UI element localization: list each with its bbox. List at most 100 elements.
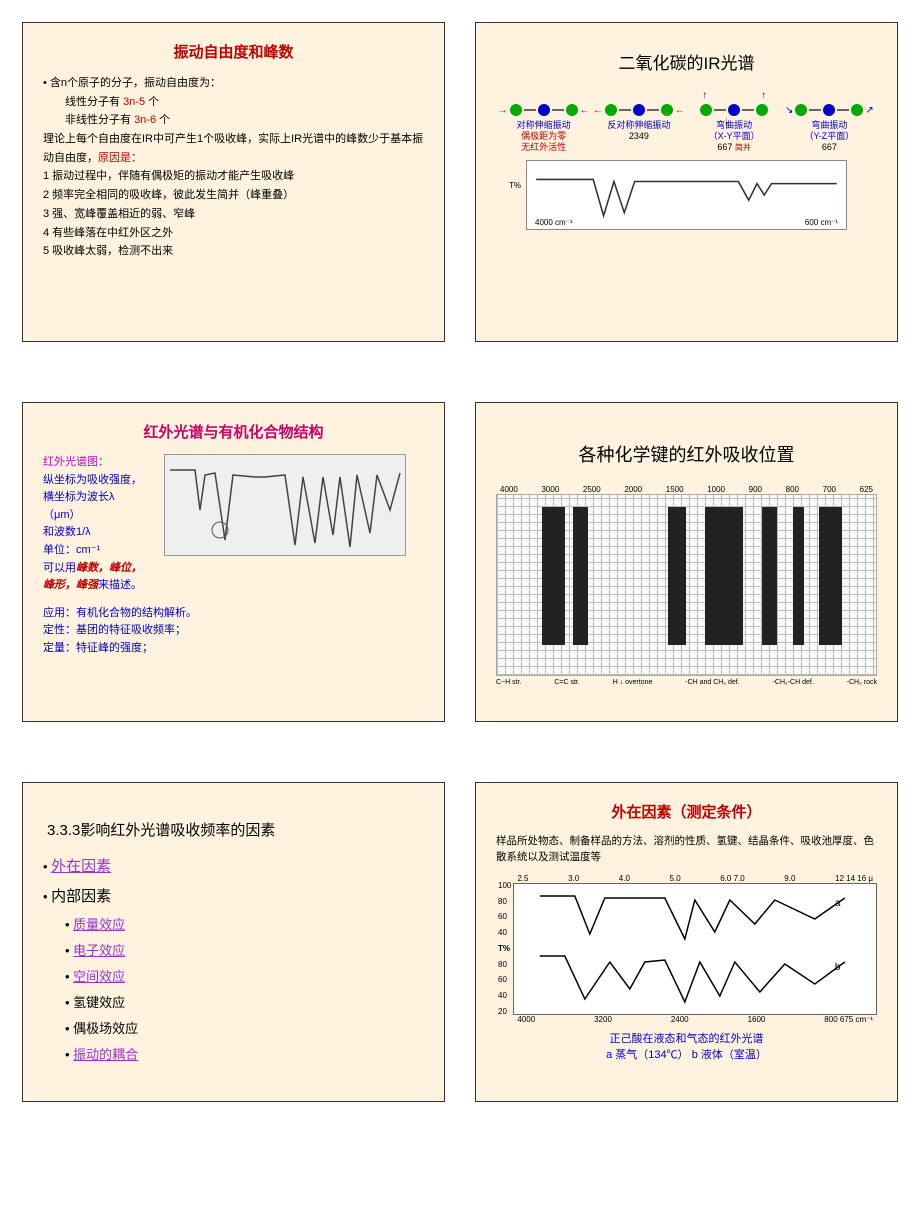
s4-b1: -CH and CH₂ def. xyxy=(685,679,739,686)
molecule-2: ←← 反对称伸缩振动2349 xyxy=(599,104,679,152)
slide-6: 外在因素（测定条件） 样品所处物态、制备样品的方法、溶剂的性质、氢键、结晶条件、… xyxy=(475,782,898,1102)
xt: 2.5 xyxy=(517,874,528,883)
xb: 800 675 cm⁻¹ xyxy=(824,1015,873,1024)
ax-right: 600 cm⁻¹ xyxy=(805,218,838,227)
ax-left: 4000 cm⁻¹ xyxy=(535,218,573,227)
slide-2: 二氧化碳的IR光谱 →← 对称伸缩振动偶极距为零无红外活性 ←← 反对称伸缩振动… xyxy=(475,22,898,342)
xt: 4.0 xyxy=(619,874,630,883)
s4-bottom-labels: C−H str. C=C str. H ↓ overtone -CH and C… xyxy=(496,679,877,686)
s3-l8a: 峰形，峰强 xyxy=(43,579,98,591)
s3-l5: 和波数1/λ xyxy=(43,524,158,542)
xt: 1500 xyxy=(666,485,684,494)
s6-top-ticks: 2.5 3.0 4.0 5.0 6.0 7.0 9.0 12 14 16 μ xyxy=(513,874,877,883)
cap2b: b 液体（室温） xyxy=(692,1049,767,1061)
arrow-icon: → xyxy=(498,105,508,116)
xt: 9.0 xyxy=(784,874,795,883)
s1-l3a: 非线性分子有 xyxy=(65,114,131,126)
xt: 625 xyxy=(860,485,873,494)
s1-bullet: • xyxy=(43,77,50,89)
s3-l6: 单位：cm⁻¹ xyxy=(43,542,158,560)
xb: 3200 xyxy=(594,1015,612,1024)
s1-r3: 3 强、宽峰覆盖相近的弱、窄峰 xyxy=(43,205,424,224)
xt: 12 14 16 μ xyxy=(835,874,873,883)
xt: 700 xyxy=(823,485,836,494)
s1-l1: 含n个原子的分子，振动自由度为： xyxy=(50,77,221,89)
s3-app2: 定性：基团的特征吸收频率； xyxy=(43,622,424,640)
yl: 40 xyxy=(498,991,511,1000)
slide4-title: 各种化学键的红外吸收位置 xyxy=(496,441,877,467)
s6-spectrum: a b xyxy=(513,883,877,1015)
xt: 6.0 7.0 xyxy=(720,874,744,883)
xt: 1000 xyxy=(707,485,725,494)
cap1: 正己酸在液态和气态的红外光谱 xyxy=(496,1030,877,1046)
s4-ch: C−H str. xyxy=(496,679,521,686)
slide1-title: 振动自由度和峰数 xyxy=(43,41,424,62)
spectrum-lines-icon xyxy=(165,455,405,555)
slide3-title: 红外光谱与有机化合物结构 xyxy=(43,421,424,442)
s5-s6: 振动的耦合 xyxy=(73,1047,138,1062)
slide6-desc: 样品所处物态、制备样品的方法、溶剂的性质、氢键、结晶条件、吸收池厚度、色散系统以… xyxy=(496,834,877,866)
xb: 2400 xyxy=(671,1015,689,1024)
s5-s1: 质量效应 xyxy=(73,917,125,932)
m2a: 反对称伸缩振动 xyxy=(607,120,670,130)
s5-s2: 电子效应 xyxy=(73,943,125,958)
yl: 60 xyxy=(498,975,511,984)
m3d: 简并 xyxy=(735,143,751,152)
s1-l4b: 原因是： xyxy=(98,152,142,164)
s6-yl: 100 80 60 40 T% 80 60 40 20 xyxy=(496,874,513,1024)
molecule-3: ↑ ↓ ↑ 弯曲振动（X-Y平面）667 简并 xyxy=(694,104,774,152)
s4-xticks: 4000 3000 2500 2000 1500 1000 900 800 70… xyxy=(496,485,877,494)
co2-spectrum: T% 4000 cm⁻¹ 600 cm⁻¹ xyxy=(526,160,847,230)
s3-app1: 应用：有机化合物的结构解析。 xyxy=(43,605,424,623)
m3c: 667 xyxy=(717,142,732,152)
s3-app3: 定量：特征峰的强度； xyxy=(43,640,424,658)
arrow-icon: ↘ xyxy=(785,105,793,116)
xt: 4000 xyxy=(500,485,518,494)
bond-position-chart xyxy=(496,494,877,676)
s5-i2: 内部因素 xyxy=(51,888,111,905)
s4-b3: -CH₂ rock xyxy=(847,679,877,686)
arrow-icon: ← xyxy=(593,105,603,116)
co2-diagram: →← 对称伸缩振动偶极距为零无红外活性 ←← 反对称伸缩振动2349 ↑ ↓ ↑… xyxy=(496,104,877,152)
s1-r2: 2 频率完全相同的吸收峰，彼此发生简并（峰重叠） xyxy=(43,186,424,205)
arrow-icon: ↑ xyxy=(702,90,707,101)
xt: 2000 xyxy=(624,485,642,494)
arrow-icon: ↗ xyxy=(865,105,873,116)
cap2a: a 蒸气（134℃） xyxy=(606,1049,689,1061)
s4-cc: C=C str. xyxy=(554,679,579,686)
s5-s5: 偶极场效应 xyxy=(73,1021,138,1036)
m4c: 667 xyxy=(822,142,837,152)
slide-3: 红外光谱与有机化合物结构 红外光谱图： 纵坐标为吸收强度， 横坐标为波长λ （μ… xyxy=(22,402,445,722)
m3b: （X-Y平面） xyxy=(709,131,760,141)
s1-l3b: 3n-6 xyxy=(134,114,156,126)
s1-l2a: 线性分子有 xyxy=(65,96,120,108)
slide5-list: 外在因素 内部因素 质量效应 电子效应 空间效应 氢键效应 偶极场效应 振动的耦… xyxy=(43,852,424,1068)
m1b: 偶极距为零 xyxy=(521,131,566,141)
s1-r5: 5 吸收峰太弱，检测不出来 xyxy=(43,242,424,261)
slide1-body: • 含n个原子的分子，振动自由度为： 线性分子有 3n-5 个 非线性分子有 3… xyxy=(43,74,424,261)
s3-l8b: 来描述。 xyxy=(98,579,142,591)
molecule-4: ↘↗ 弯曲振动（Y-Z平面）667 xyxy=(789,104,869,152)
arrow-icon: ↓ xyxy=(724,116,729,127)
arrow-icon: ↑ xyxy=(761,90,766,101)
xb: 1600 xyxy=(748,1015,766,1024)
s3-l1: 红外光谱图： xyxy=(43,454,158,472)
s3-l7a: 可以用 xyxy=(43,562,76,574)
slide5-title: 3.3.3影响红外光谱吸收频率的因素 xyxy=(47,819,424,840)
slide-1: 振动自由度和峰数 • 含n个原子的分子，振动自由度为： 线性分子有 3n-5 个… xyxy=(22,22,445,342)
yl: 80 xyxy=(498,897,511,906)
slide-grid: 振动自由度和峰数 • 含n个原子的分子，振动自由度为： 线性分子有 3n-5 个… xyxy=(22,22,898,1102)
s6-caption: 正己酸在液态和气态的红外光谱 a 蒸气（134℃） b 液体（室温） xyxy=(496,1030,877,1062)
spectrum-curve-icon xyxy=(531,165,842,225)
s1-l2b: 3n-5 xyxy=(123,96,145,108)
xb: 4000 xyxy=(517,1015,535,1024)
slide3-apps: 应用：有机化合物的结构解析。 定性：基团的特征吸收频率； 定量：特征峰的强度； xyxy=(43,605,424,658)
yl: 100 xyxy=(498,881,511,890)
s5-s4: 氢键效应 xyxy=(73,995,125,1010)
s1-r4: 4 有些峰落在中红外区之外 xyxy=(43,224,424,243)
yl: 40 xyxy=(498,928,511,937)
s6-bottom-ticks: 4000 3200 2400 1600 800 675 cm⁻¹ xyxy=(513,1015,877,1024)
xt: 800 xyxy=(786,485,799,494)
yl: 80 xyxy=(498,960,511,969)
xt: 3.0 xyxy=(568,874,579,883)
